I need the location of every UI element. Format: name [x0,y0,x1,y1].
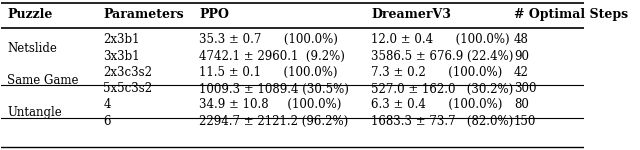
Text: Untangle: Untangle [7,106,62,119]
Text: Parameters: Parameters [103,8,184,21]
Text: 48: 48 [514,33,529,46]
Text: 35.3 ± 0.7      (100.0%): 35.3 ± 0.7 (100.0%) [200,33,339,46]
Text: DreamerV3: DreamerV3 [371,8,451,21]
Text: 11.5 ± 0.1      (100.0%): 11.5 ± 0.1 (100.0%) [200,66,338,79]
Text: 2294.7 ± 2121.2 (96.2%): 2294.7 ± 2121.2 (96.2%) [200,115,349,128]
Text: 6.3 ± 0.4      (100.0%): 6.3 ± 0.4 (100.0%) [371,98,503,111]
Text: 527.0 ± 162.0   (30.2%): 527.0 ± 162.0 (30.2%) [371,82,514,96]
Text: 4: 4 [103,98,111,111]
Text: 3586.5 ± 676.9 (22.4%): 3586.5 ± 676.9 (22.4%) [371,50,514,63]
Text: 4742.1 ± 2960.1  (9.2%): 4742.1 ± 2960.1 (9.2%) [200,50,346,63]
Text: 42: 42 [514,66,529,79]
Text: 1683.3 ± 73.7   (82.0%): 1683.3 ± 73.7 (82.0%) [371,115,514,128]
Text: 2x3b1: 2x3b1 [103,33,140,46]
Text: Netslide: Netslide [7,42,57,55]
Text: PPO: PPO [200,8,229,21]
Text: 7.3 ± 0.2      (100.0%): 7.3 ± 0.2 (100.0%) [371,66,502,79]
Text: Same Game: Same Game [7,74,79,87]
Text: 150: 150 [514,115,536,128]
Text: 12.0 ± 0.4      (100.0%): 12.0 ± 0.4 (100.0%) [371,33,510,46]
Text: 90: 90 [514,50,529,63]
Text: 5x5c3s2: 5x5c3s2 [103,82,152,96]
Text: 80: 80 [514,98,529,111]
Text: 6: 6 [103,115,111,128]
Text: 3x3b1: 3x3b1 [103,50,140,63]
Text: 2x3c3s2: 2x3c3s2 [103,66,152,79]
Text: Puzzle: Puzzle [7,8,52,21]
Text: 34.9 ± 10.8     (100.0%): 34.9 ± 10.8 (100.0%) [200,98,342,111]
Text: # Optimal Steps: # Optimal Steps [514,8,628,21]
Text: 300: 300 [514,82,536,96]
Text: 1009.3 ± 1089.4 (30.5%): 1009.3 ± 1089.4 (30.5%) [200,82,349,96]
